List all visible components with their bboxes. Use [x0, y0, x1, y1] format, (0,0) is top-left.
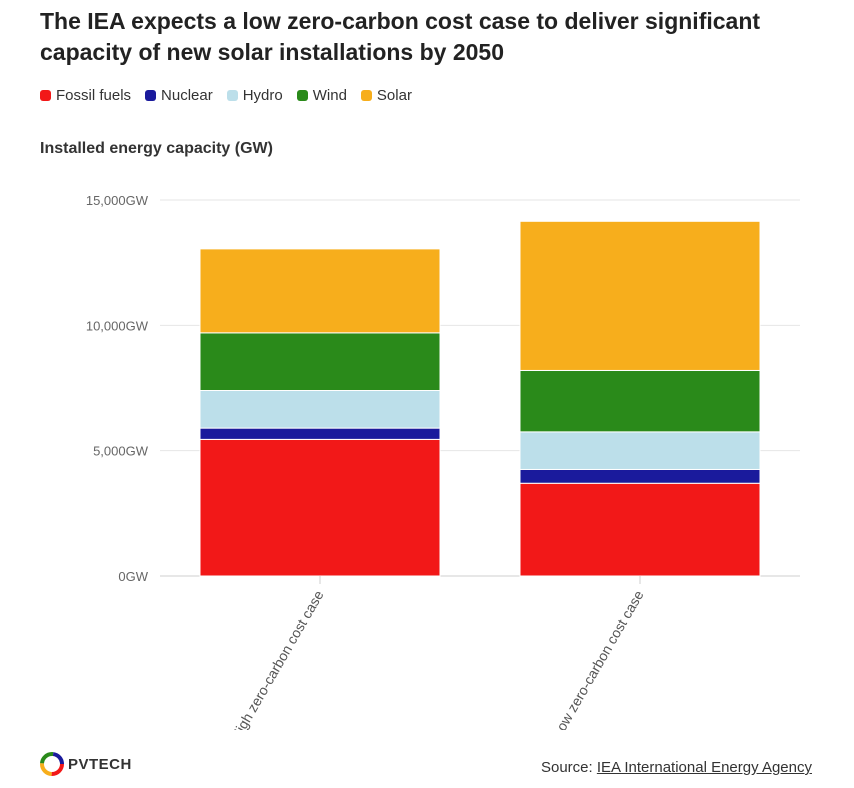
- legend-label: Fossil fuels: [56, 87, 132, 104]
- bar-segment-hydro: [199, 390, 441, 429]
- source-note: Source: IEA International Energy Agency: [541, 759, 812, 776]
- chart-subtitle: Installed energy capacity (GW): [40, 140, 273, 157]
- x-category-label: High zero-carbon cost case: [228, 587, 327, 730]
- legend-label: Nuclear: [161, 87, 213, 104]
- legend-item: Hydro: [226, 87, 283, 104]
- legend-swatch: [296, 90, 308, 101]
- y-tick-label: 10,000GW: [86, 318, 149, 333]
- bar-segment-wind: [519, 369, 761, 433]
- legend-item: Wind: [296, 87, 347, 104]
- legend-label: Wind: [312, 87, 347, 104]
- x-category-label: Low zero-carbon cost case: [549, 587, 647, 730]
- legend-item: Solar: [360, 87, 412, 104]
- legend-swatch: [360, 90, 372, 101]
- legend-item: Nuclear: [145, 87, 213, 104]
- pvtech-logo-icon: [40, 752, 64, 776]
- bar-segment-solar: [199, 248, 441, 334]
- legend-swatch: [145, 90, 157, 101]
- bar-segment-fossil-fuels: [199, 438, 441, 577]
- bar-segment-nuclear: [199, 427, 441, 440]
- legend-item: Fossil fuels: [40, 87, 131, 104]
- chart-title: The IEA expects a low zero-carbon cost c…: [40, 8, 761, 65]
- stacked-bar-chart: 0GW 5,000GW 10,000GW 15,000GW High zero-carb…: [86, 193, 800, 730]
- y-tick-label: 5,000GW: [93, 444, 149, 459]
- pvtech-logo: PVTECH: [40, 752, 132, 776]
- legend-swatch: [226, 90, 238, 101]
- legend: Fossil fuels Nuclear Hydro Wind Solar: [40, 87, 412, 104]
- source-prefix: Source:: [540, 759, 597, 776]
- legend-label: Hydro: [242, 87, 283, 104]
- bar-segment-solar: [519, 220, 761, 371]
- y-tick-label: 15,000GW: [86, 193, 149, 208]
- bar-segment-fossil-fuels: [519, 482, 761, 577]
- pvtech-logo-text: PVTECH: [68, 755, 132, 773]
- bar-segment-nuclear: [519, 468, 761, 484]
- source-link[interactable]: IEA International Energy Agency: [596, 759, 812, 776]
- bar-segment-hydro: [519, 431, 761, 470]
- legend-label: Solar: [376, 87, 412, 104]
- y-tick-label: 0GW: [118, 569, 148, 584]
- bar-segment-wind: [199, 332, 441, 392]
- legend-swatch: [40, 90, 51, 101]
